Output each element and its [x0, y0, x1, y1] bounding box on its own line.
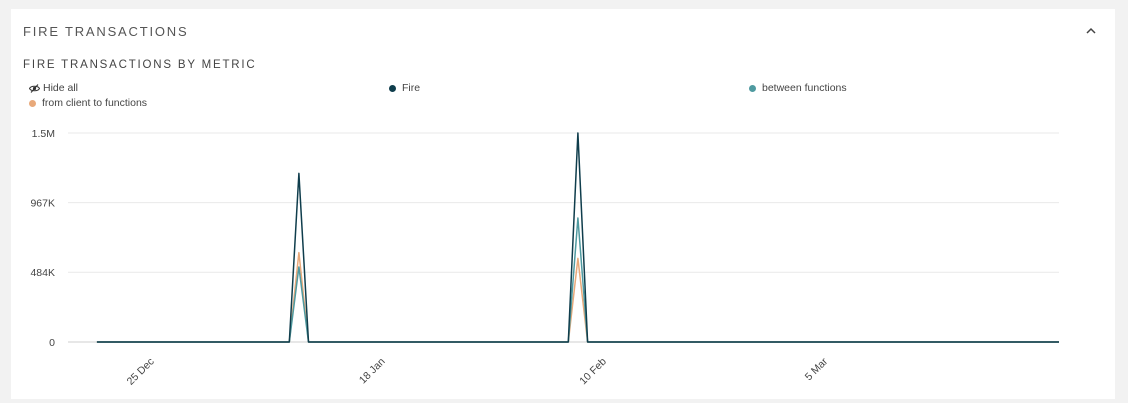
legend-item-between-functions[interactable]: between functions — [749, 82, 847, 94]
chart-title: FIRE TRANSACTIONS BY METRIC — [23, 59, 257, 71]
chevron-up-icon[interactable] — [1083, 23, 1099, 39]
panel-header: FIRE TRANSACTIONS — [23, 23, 1103, 43]
y-tick-label: 1.5M — [32, 128, 55, 140]
legend-label-between-functions: between functions — [762, 82, 847, 94]
x-tick-label: 25 Dec — [125, 356, 157, 388]
x-tick-label: 18 Jan — [357, 356, 388, 387]
y-tick-label: 0 — [49, 337, 55, 349]
legend-dot-from-client-to-functions — [29, 99, 36, 107]
legend-dot-between-functions — [749, 84, 756, 92]
eye-slash-icon — [28, 83, 41, 93]
hide-all-button[interactable]: Hide all — [28, 82, 79, 94]
hide-all-label: Hide all — [43, 82, 79, 94]
series-line-between-functions — [96, 217, 1059, 343]
series-line-fire — [96, 132, 1059, 343]
legend-item-fire[interactable]: Fire — [389, 82, 420, 94]
y-tick-label: 967K — [30, 198, 55, 210]
panel-title: FIRE TRANSACTIONS — [23, 24, 189, 39]
x-tick-label: 10 Feb — [577, 356, 609, 388]
fire-transactions-panel: FIRE TRANSACTIONS FIRE TRANSACTIONS BY M… — [11, 9, 1115, 399]
y-tick-label: 484K — [30, 267, 55, 279]
legend-label-from-client-to-functions: from client to functions — [42, 97, 148, 109]
series-line-from-client-to-functions — [96, 251, 1059, 343]
legend-dot-fire — [389, 84, 396, 92]
x-tick-label: 5 Mar — [803, 355, 831, 383]
legend-label-fire: Fire — [402, 82, 421, 94]
chart-legend: Hide all Fire between functions from cli… — [28, 82, 1109, 114]
line-chart: 0 484K 967K 1.5M 25 Dec 18 Jan 10 Feb 5 Mar — [30, 128, 1059, 388]
legend-item-from-client-to-functions[interactable]: from client to functions — [29, 97, 147, 109]
